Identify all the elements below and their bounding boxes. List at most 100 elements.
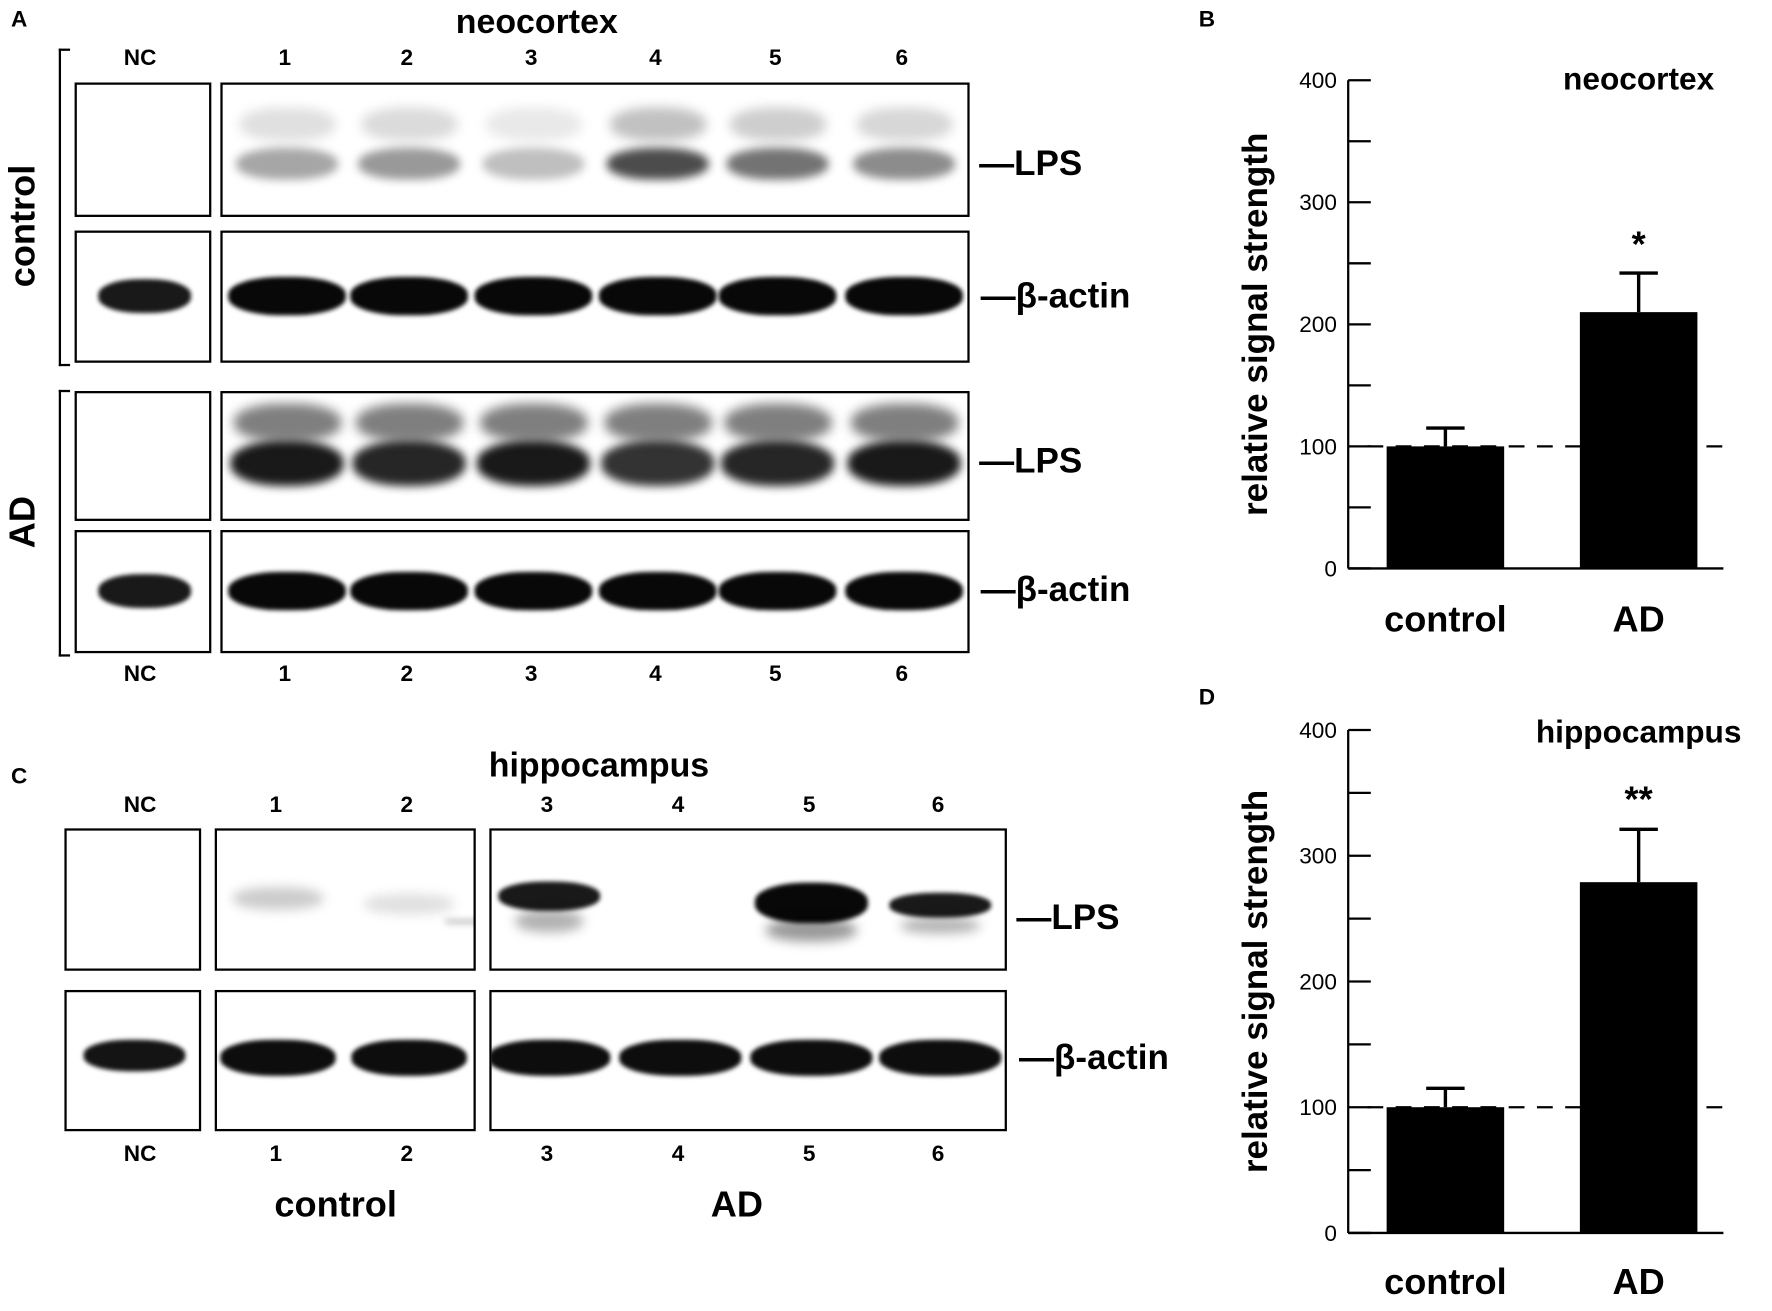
panel-a-group-ad: AD: [1, 495, 43, 549]
blot-band: [718, 571, 837, 611]
blot-nc-control-lps: [74, 82, 212, 217]
blot-control-lps: [214, 828, 476, 971]
blot-band: [498, 881, 601, 911]
bar-ad: [1579, 882, 1698, 1233]
lane-label: 6: [931, 1141, 945, 1167]
lane-label: 5: [768, 45, 782, 71]
blot-band: [491, 1039, 611, 1076]
bar-ad: [1579, 312, 1698, 569]
blot-band: [609, 107, 706, 142]
y-tick-label: 300: [1299, 844, 1337, 869]
blot-nc-lps: [64, 828, 202, 971]
panel-b-letter: B: [1198, 7, 1216, 33]
blot-nc-ad-lps: [74, 391, 212, 521]
x-tick-label: control: [1384, 599, 1507, 640]
lane-label: 1: [269, 1141, 283, 1167]
lane-label: 4: [671, 1141, 685, 1167]
blot-band: [476, 440, 590, 486]
lane-label: 3: [524, 45, 538, 71]
y-tick-label: 200: [1299, 969, 1337, 994]
lane-label: 6: [895, 45, 909, 71]
lane-label: 2: [400, 1141, 414, 1167]
blot-band: [900, 917, 980, 934]
blot-control-lps: [220, 82, 970, 217]
blot-band: [236, 148, 338, 180]
blot-band: [363, 893, 455, 915]
lane-label: NC: [123, 792, 157, 818]
marker-lps-ad: —LPS: [979, 440, 1083, 481]
blot-band: [850, 403, 958, 442]
lane-label: 6: [895, 661, 909, 687]
panel-c-group-ad: AD: [710, 1183, 763, 1225]
blot-band: [718, 276, 837, 316]
y-tick-label: 0: [1324, 556, 1337, 581]
blot-band: [352, 440, 466, 486]
x-tick-label: AD: [1613, 599, 1665, 640]
blot-band: [889, 892, 992, 918]
blot-ad-actin: [220, 530, 970, 654]
blot-band: [351, 1039, 467, 1076]
blot-band: [619, 1039, 742, 1076]
blot-nc-ad-actin: [74, 530, 212, 654]
blot-control-actin: [220, 230, 970, 363]
lane-label: 2: [400, 661, 414, 687]
significance-marker: **: [1625, 778, 1654, 819]
y-axis-label: relative signal strength: [1236, 790, 1275, 1173]
panel-d-letter: D: [1198, 685, 1216, 711]
blot-band: [239, 107, 336, 142]
blot-band: [726, 148, 829, 180]
y-tick-label: 400: [1299, 68, 1337, 93]
blot-band: [723, 403, 832, 442]
chart-b: 0 100 200 300 400 control AD * neocortex relative…: [1236, 60, 1724, 640]
blot-band: [474, 276, 593, 316]
blot-band: [754, 882, 868, 924]
lane-label: 5: [802, 1141, 816, 1167]
lane-label: 4: [649, 45, 662, 71]
y-tick-label: 400: [1299, 718, 1337, 743]
blot-band: [766, 918, 857, 942]
panel-c-letter: C: [11, 764, 28, 790]
significance-marker: *: [1632, 224, 1647, 265]
lane-label: 3: [540, 792, 554, 818]
blot-band: [604, 403, 712, 442]
blot-band: [515, 909, 584, 933]
blot-ad-lps: [489, 828, 1007, 971]
blot-band: [358, 148, 460, 180]
blot-band: [598, 571, 717, 611]
blot-band: [853, 148, 955, 180]
y-axis-label: relative signal strength: [1236, 133, 1275, 516]
blot-control-actin: [214, 989, 476, 1132]
y-tick-label: 0: [1324, 1221, 1337, 1246]
blot-band: [847, 440, 961, 486]
y-tick-label: 200: [1299, 312, 1337, 337]
blot-band: [601, 440, 715, 486]
control-bracket: [58, 48, 71, 367]
blot-ad-lps: [220, 391, 970, 521]
blot-band: [361, 107, 458, 142]
blot-band: [474, 571, 593, 611]
blot-band: [233, 403, 341, 442]
blot-band: [350, 276, 468, 316]
chart-title: neocortex: [1563, 60, 1715, 96]
blot-band: [845, 276, 963, 316]
blot-band: [856, 107, 953, 142]
panel-c-title: hippocampus: [488, 746, 710, 785]
lane-label: NC: [123, 661, 157, 687]
blot-band: [220, 1039, 336, 1076]
blot-band: [350, 571, 468, 611]
bar-control: [1386, 1107, 1505, 1233]
blot-band: [729, 107, 826, 142]
lane-label: 2: [400, 45, 414, 71]
lane-label: 1: [278, 661, 292, 687]
blot-band: [606, 148, 709, 180]
blot-band: [228, 276, 346, 316]
panel-a-group-control: control: [1, 164, 43, 288]
panel-c-group-control: control: [274, 1183, 397, 1225]
marker-lps-control: —LPS: [979, 143, 1083, 184]
marker-actin: —β-actin: [1019, 1037, 1169, 1077]
lane-label: NC: [123, 45, 157, 71]
blot-band: [98, 574, 191, 608]
y-tick-label: 100: [1299, 1095, 1337, 1120]
lane-label: 3: [540, 1141, 554, 1167]
